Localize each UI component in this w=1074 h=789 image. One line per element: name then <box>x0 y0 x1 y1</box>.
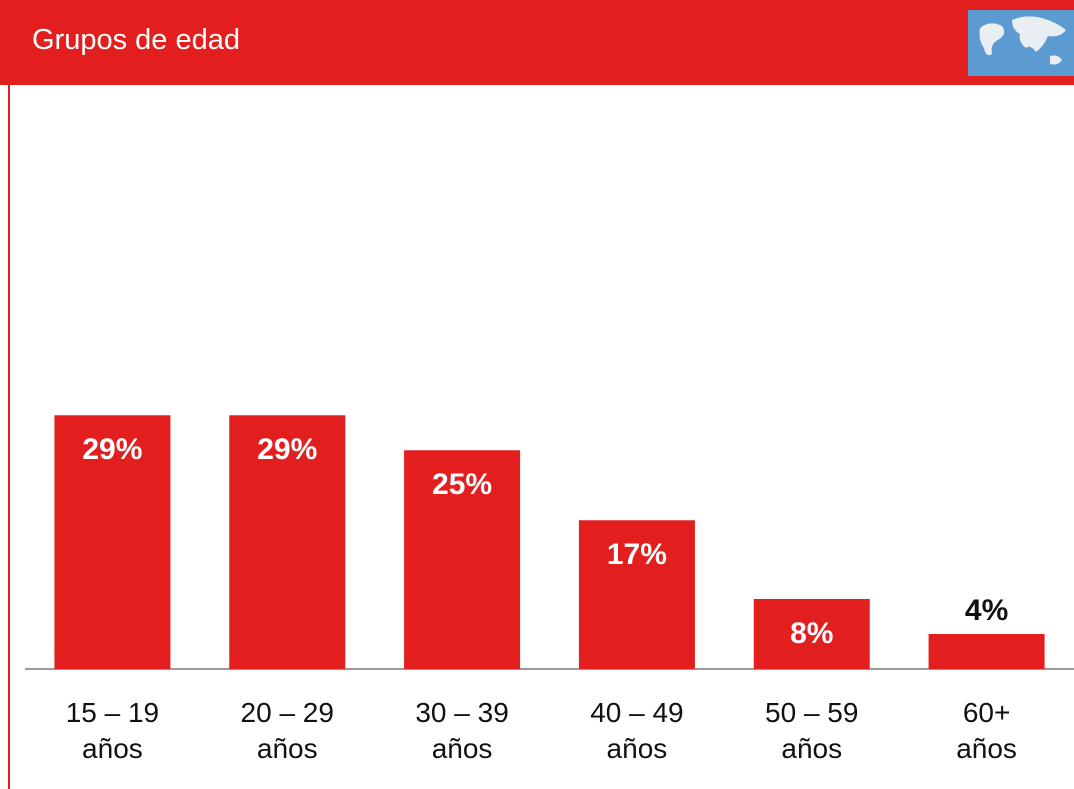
value-label: 29% <box>82 433 143 467</box>
bar <box>54 415 171 669</box>
value-label: 8% <box>790 617 834 650</box>
x-tick-label: 50 – 59 años <box>765 697 859 764</box>
x-tick-label: 30 – 39 años <box>415 697 509 764</box>
value-label: 29% <box>257 433 318 467</box>
value-label: 25% <box>432 468 493 502</box>
bar <box>578 520 695 669</box>
value-label: 17% <box>606 538 667 572</box>
chart-title: Grupos de edad <box>32 24 240 56</box>
x-tick-label: 40 – 49 años <box>590 697 684 764</box>
value-label: 4% <box>964 594 1009 627</box>
bar <box>753 599 870 669</box>
header-bar <box>0 0 1074 85</box>
bar <box>229 415 346 669</box>
globe-icon <box>968 10 1074 76</box>
left-border <box>8 85 10 789</box>
x-tick-label: 60+ años <box>956 697 1017 764</box>
x-tick-label: 20 – 29 años <box>240 697 334 764</box>
bar <box>928 634 1045 669</box>
bar <box>404 450 521 669</box>
x-tick-label: 15 – 19 años <box>65 697 160 764</box>
